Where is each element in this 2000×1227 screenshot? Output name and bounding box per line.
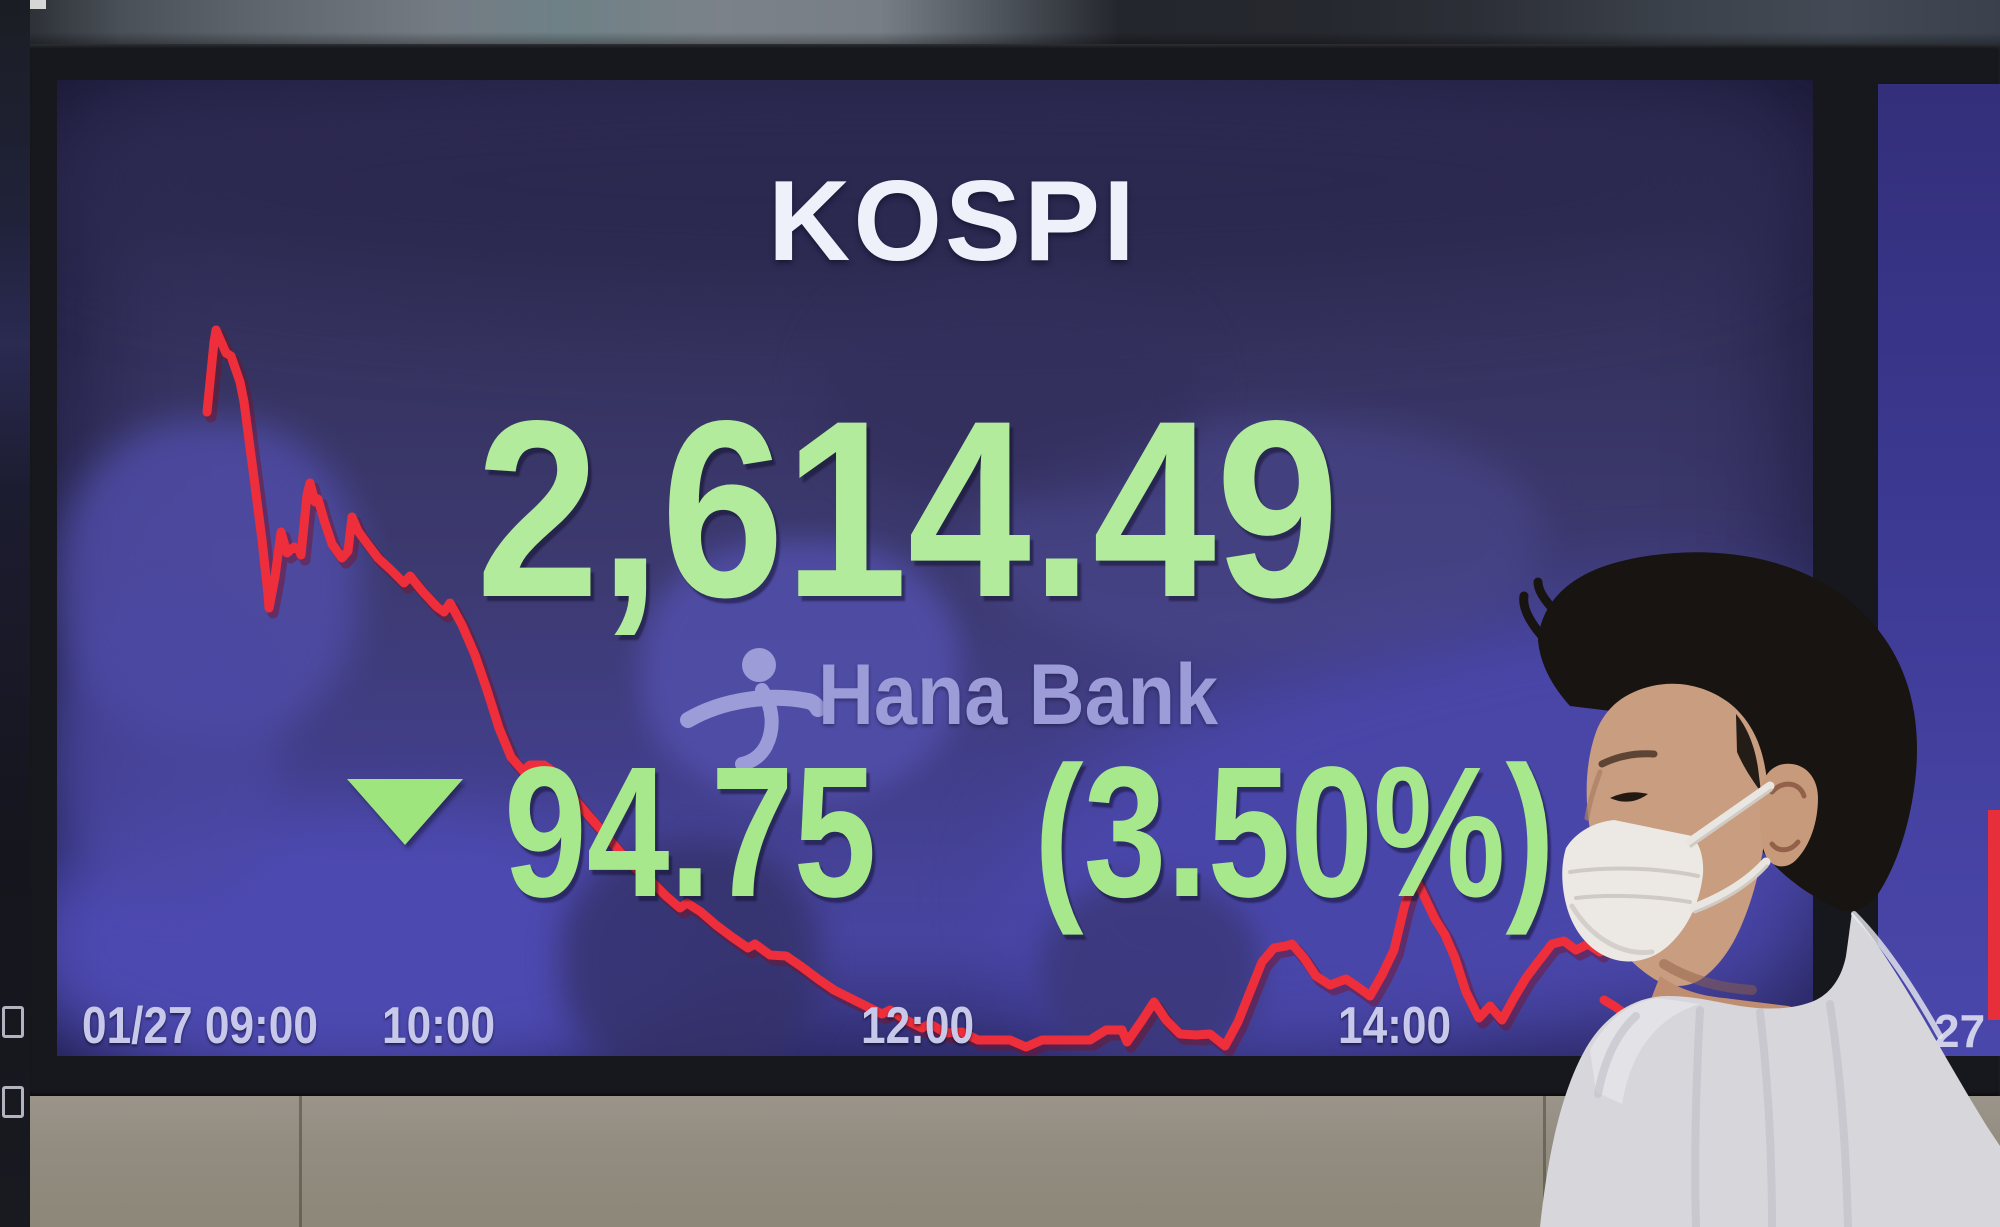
change-value: 94.75 xyxy=(504,729,877,936)
brand-name: Hana Bank xyxy=(818,647,1219,743)
wall-seam xyxy=(299,1096,302,1227)
left-screen-edge xyxy=(0,0,30,1227)
person-mask-straps xyxy=(1685,781,1775,914)
person-shirt xyxy=(1540,912,2000,1227)
change-percent: (3.50%) xyxy=(1034,729,1556,936)
axis-label-0900: 01/27 09:00 xyxy=(82,997,318,1055)
person-shoulder-highlight xyxy=(1851,911,1943,1039)
down-triangle-icon xyxy=(347,779,463,845)
person-eyebrow xyxy=(1598,750,1658,768)
person-nose xyxy=(1584,769,1603,821)
kospi-display-screen: KOSPI 2,614.49 Hana Bank 94.75 (3.50%) 0… xyxy=(57,80,1813,1056)
person-jaw-shadow xyxy=(1659,959,1757,995)
person-ear-detail xyxy=(1769,781,1807,853)
map-continent-south xyxy=(60,600,280,900)
axis-label-1000: 10:00 xyxy=(382,997,496,1055)
person-mask-shadow xyxy=(1569,903,1655,956)
price-line xyxy=(202,325,1605,1052)
adjacent-screen: 27 xyxy=(1878,84,2000,1056)
map-dark-patch-right xyxy=(1040,880,1260,1056)
person-eye xyxy=(1610,792,1648,802)
adjacent-partial-label: 27 xyxy=(1934,1005,1986,1056)
axis-label-1400: 14:00 xyxy=(1338,997,1452,1055)
map-continent-africa xyxy=(560,840,820,1056)
map-dark-top xyxy=(57,80,1800,300)
person-hair-wisp xyxy=(1519,577,1561,641)
wall-seam xyxy=(1543,1096,1546,1227)
map-dark-patch xyxy=(820,280,1200,500)
index-title: KOSPI xyxy=(768,158,1138,285)
person-mask xyxy=(1562,820,1704,962)
person-mask-pleats xyxy=(1568,866,1700,904)
person-sideburn xyxy=(1736,714,1761,792)
left-screen-glyph xyxy=(2,1086,24,1118)
person-collar xyxy=(1590,998,1700,1104)
axis-label-1200: 12:00 xyxy=(861,997,975,1055)
person-shirt-folds xyxy=(1594,1000,1852,1227)
left-screen-glyph xyxy=(2,1006,24,1038)
index-value: 2,614.49 xyxy=(476,369,1340,650)
upper-screens-band xyxy=(0,0,2000,46)
hana-figure-icon xyxy=(680,648,826,771)
map-continent-europe xyxy=(640,540,960,800)
adjacent-red-bar xyxy=(1988,810,2000,1020)
